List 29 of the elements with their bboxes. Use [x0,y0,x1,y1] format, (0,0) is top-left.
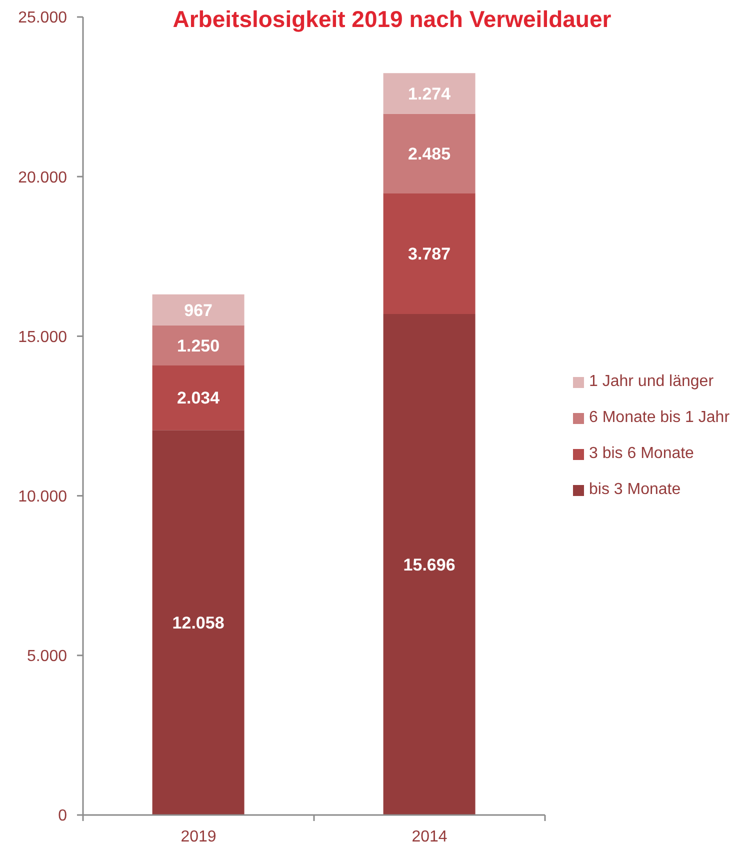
legend-label: 6 Monate bis 1 Jahr [589,409,730,427]
data-label: 12.058 [172,614,224,633]
data-label: 2.034 [177,388,220,408]
bar [383,73,476,114]
legend-label: 1 Jahr und länger [589,373,714,391]
data-label: 15.696 [403,556,456,575]
legend-label: 3 bis 6 Monate [589,445,694,463]
data-label: 1.250 [177,336,220,356]
bar [152,365,244,430]
data-label: 2.485 [408,144,451,164]
y-tick-label: 20.000 [18,169,68,186]
y-tick-label: 25.000 [18,10,68,27]
bar [152,325,244,366]
data-label: 967 [184,300,212,320]
legend-label: bis 3 Monate [589,481,681,499]
bar [383,314,476,815]
y-tick-label: 5.000 [26,648,68,666]
bar [152,430,244,815]
data-label: 1.274 [408,84,452,104]
data-label: 3.787 [408,244,451,264]
x-tick-label: 2019 [180,828,216,846]
y-tick-label: 10.000 [18,488,68,506]
y-tick-label: 15.000 [18,328,68,346]
bar [383,193,476,314]
y-tick-label: 0 [58,808,68,825]
bar [152,294,244,326]
bar [383,114,476,194]
chart-title: Arbeitslosigkeit 2019 nach Verweildauer [172,6,612,32]
x-tick-label: 2014 [412,828,448,846]
